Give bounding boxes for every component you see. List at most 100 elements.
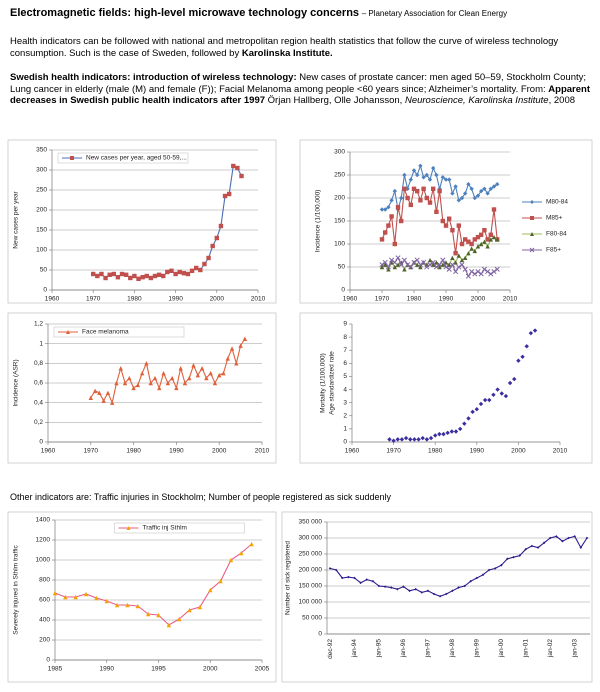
marker [421, 186, 426, 191]
marker [197, 604, 203, 610]
marker [465, 273, 471, 279]
marker [152, 273, 158, 279]
marker [475, 193, 481, 198]
marker [204, 375, 209, 381]
marker [456, 223, 461, 228]
y-tick-label: 300 [334, 149, 345, 156]
marker [438, 594, 442, 598]
marker [208, 587, 213, 593]
marker [383, 262, 388, 267]
y-tick-label: 0 [318, 631, 322, 638]
marker [567, 536, 570, 540]
marker [482, 239, 487, 244]
marker [97, 390, 102, 396]
marker [420, 435, 425, 441]
marker [107, 272, 112, 277]
marker [389, 586, 393, 589]
marker [430, 259, 436, 265]
marker [208, 370, 213, 376]
y-tick-label: 200 000 [299, 567, 323, 574]
marker [403, 435, 409, 441]
y-tick-label: 100 [36, 247, 47, 254]
marker [386, 223, 391, 228]
marker [482, 186, 487, 191]
marker [185, 271, 191, 277]
y-axis-label: Number of sick registered [285, 541, 292, 615]
y-tick-label: 600 [39, 597, 50, 604]
x-tick-label: jan-96 [400, 639, 407, 658]
legend-label: M80-84 [546, 199, 568, 206]
marker [135, 603, 140, 609]
marker [383, 207, 388, 212]
marker [396, 587, 399, 591]
marker [524, 344, 529, 349]
marker [128, 275, 133, 281]
marker [516, 358, 521, 363]
marker [157, 385, 162, 391]
title-line: Electromagnetic fields: high-level micro… [10, 7, 590, 20]
marker [437, 188, 442, 194]
x-tick-label: 1995 [151, 666, 166, 673]
marker [434, 209, 439, 214]
marker [359, 581, 362, 585]
y-tick-label: 4 [343, 386, 347, 393]
y-axis-label: Severely injured in Sthlm traffic [13, 545, 20, 635]
series-line [54, 543, 253, 626]
marker [408, 177, 413, 182]
marker [453, 184, 458, 189]
x-tick-label: 1960 [345, 448, 360, 455]
marker [123, 272, 129, 277]
marker [249, 541, 254, 547]
marker [478, 401, 484, 407]
marker [94, 595, 99, 601]
marker [392, 259, 398, 265]
y-tick-label: 350 [36, 147, 47, 154]
y-tick-label: 250 [334, 172, 345, 179]
x-tick-label: 1970 [386, 448, 401, 455]
marker [398, 262, 404, 268]
marker [383, 585, 387, 588]
x-tick-label: 2000 [203, 666, 218, 673]
marker [475, 244, 481, 249]
marker [111, 271, 116, 277]
marker [377, 584, 381, 588]
marker [135, 382, 141, 388]
marker [148, 275, 154, 281]
marker [402, 172, 407, 178]
marker [453, 269, 459, 275]
marker [487, 568, 491, 572]
x-tick-label: 1980 [126, 448, 141, 455]
marker [487, 397, 492, 403]
marker [488, 186, 493, 191]
x-tick-label: 1960 [41, 448, 56, 455]
marker [421, 175, 426, 180]
marker [432, 592, 436, 596]
marker [399, 218, 404, 224]
chart-frame [7, 511, 277, 683]
marker [420, 591, 424, 594]
title: Electromagnetic fields: high-level micro… [10, 7, 360, 19]
marker [474, 407, 479, 412]
y-tick-label: 5 [343, 373, 347, 380]
x-tick-label: 1970 [375, 296, 390, 303]
marker [161, 273, 166, 279]
marker [585, 536, 589, 540]
legend-label: F80-84 [546, 231, 567, 238]
marker [66, 330, 70, 334]
marker [456, 253, 461, 258]
legend-box [114, 522, 245, 534]
marker [328, 567, 332, 570]
marker [415, 172, 420, 178]
marker [481, 573, 485, 577]
marker [447, 216, 452, 221]
marker [520, 354, 525, 359]
marker [424, 437, 430, 442]
intro: Health indicators can be followed with n… [10, 36, 590, 59]
marker [73, 594, 78, 600]
y-tick-label: 1 [39, 340, 43, 347]
marker [140, 275, 145, 280]
marker [479, 232, 484, 237]
marker [379, 262, 385, 268]
marker [440, 218, 445, 224]
marker [88, 395, 93, 400]
